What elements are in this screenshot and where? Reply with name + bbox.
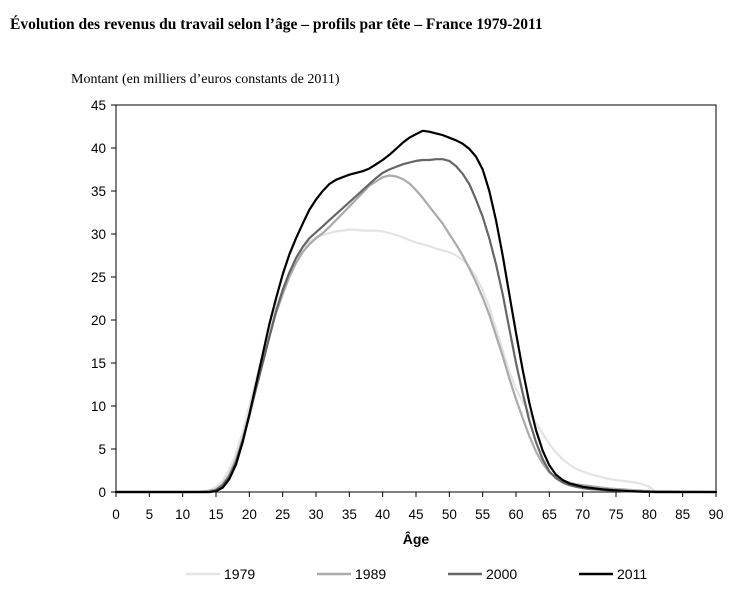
series-line-1979 <box>114 228 718 494</box>
x-tick-label: 0 <box>112 507 120 522</box>
y-tick-label: 5 <box>98 442 106 457</box>
x-tick-label: 25 <box>275 507 290 522</box>
legend-label-2000: 2000 <box>486 566 517 582</box>
x-tick-label: 30 <box>308 507 323 522</box>
x-tick-label: 45 <box>408 507 423 522</box>
series-line-2011 <box>114 129 718 494</box>
x-tick-label: 5 <box>146 507 154 522</box>
y-tick-label: 10 <box>91 399 106 414</box>
x-tick-label: 80 <box>642 507 657 522</box>
x-axis-label: Âge <box>403 530 430 547</box>
x-tick-label: 55 <box>475 507 490 522</box>
legend-label-2011: 2011 <box>617 566 647 582</box>
x-tick-label: 35 <box>342 507 357 522</box>
series-line-2000 <box>114 158 718 494</box>
x-tick-label: 15 <box>208 507 223 522</box>
legend-label-1979: 1979 <box>224 566 255 582</box>
x-tick-label: 75 <box>608 507 623 522</box>
x-tick-label: 90 <box>708 507 723 522</box>
x-tick-label: 85 <box>675 507 690 522</box>
x-tick-label: 40 <box>375 507 390 522</box>
x-tick-label: 60 <box>508 507 523 522</box>
x-tick-label: 70 <box>575 507 590 522</box>
legend-label-1989: 1989 <box>355 566 386 582</box>
x-tick-label: 10 <box>175 507 190 522</box>
y-tick-label: 35 <box>91 184 106 199</box>
y-tick-label: 20 <box>91 313 106 328</box>
plot-area-frame <box>115 104 717 493</box>
y-tick-label: 0 <box>98 485 106 500</box>
series-line-1989 <box>114 174 718 494</box>
chart-title: Évolution des revenus du travail selon l… <box>10 16 543 33</box>
y-axis-label: Montant (en milliers d’euros constants d… <box>71 72 340 87</box>
y-tick-label: 30 <box>91 227 106 242</box>
y-tick-label: 15 <box>91 356 106 371</box>
y-tick-label: 40 <box>91 141 106 156</box>
x-tick-label: 65 <box>542 507 557 522</box>
y-tick-label: 25 <box>91 270 106 285</box>
x-tick-label: 20 <box>242 507 257 522</box>
x-tick-label: 50 <box>442 507 457 522</box>
y-tick-label: 45 <box>91 98 106 113</box>
